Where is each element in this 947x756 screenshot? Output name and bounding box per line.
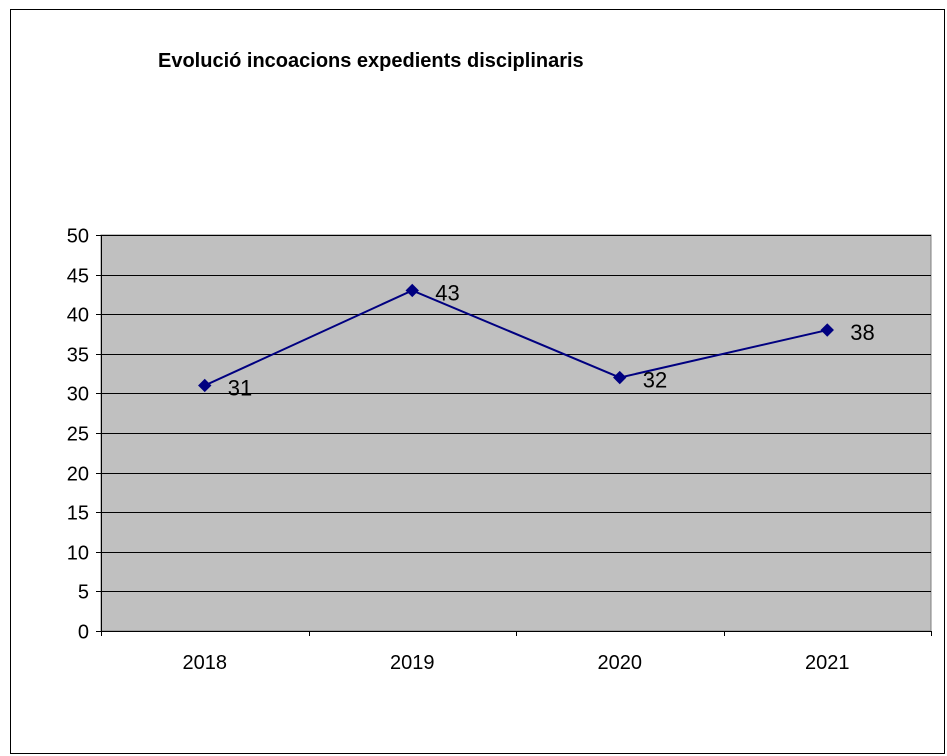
x-tick-label: 2018: [183, 652, 228, 674]
axes: 0 5 10 15 20 25 30 35 40 45 50 2018 2019 2020 2021: [67, 226, 932, 674]
data-point: [198, 378, 212, 393]
data-label: 38: [850, 320, 874, 345]
data-labels: 31 43 32 38: [228, 280, 875, 400]
y-tick-label: 25: [67, 424, 89, 446]
y-tick-label: 45: [67, 266, 89, 288]
data-point: [820, 323, 834, 337]
y-tick-label: 5: [78, 582, 89, 604]
y-tick-label: 15: [67, 503, 89, 525]
gridlines: [101, 235, 931, 592]
y-tick-label: 20: [67, 464, 89, 486]
data-label: 31: [228, 375, 252, 400]
x-tick-label: 2020: [598, 652, 643, 674]
y-tick-label: 40: [67, 305, 89, 327]
y-tick-label: 35: [67, 345, 89, 367]
y-tick-label: 30: [67, 384, 89, 406]
data-label: 32: [643, 368, 667, 393]
data-label: 43: [435, 280, 459, 305]
x-tick-label: 2021: [805, 652, 850, 674]
y-tick-label: 0: [78, 622, 89, 644]
series: [198, 283, 834, 393]
chart-title: Evolució incoacions expedients disciplin…: [158, 50, 584, 72]
x-tick-label: 2019: [390, 652, 435, 674]
y-tick-label: 50: [67, 226, 89, 248]
y-tick-label: 10: [67, 543, 89, 565]
data-point: [405, 283, 419, 298]
series-line: [204, 289, 828, 387]
data-point: [613, 370, 627, 385]
